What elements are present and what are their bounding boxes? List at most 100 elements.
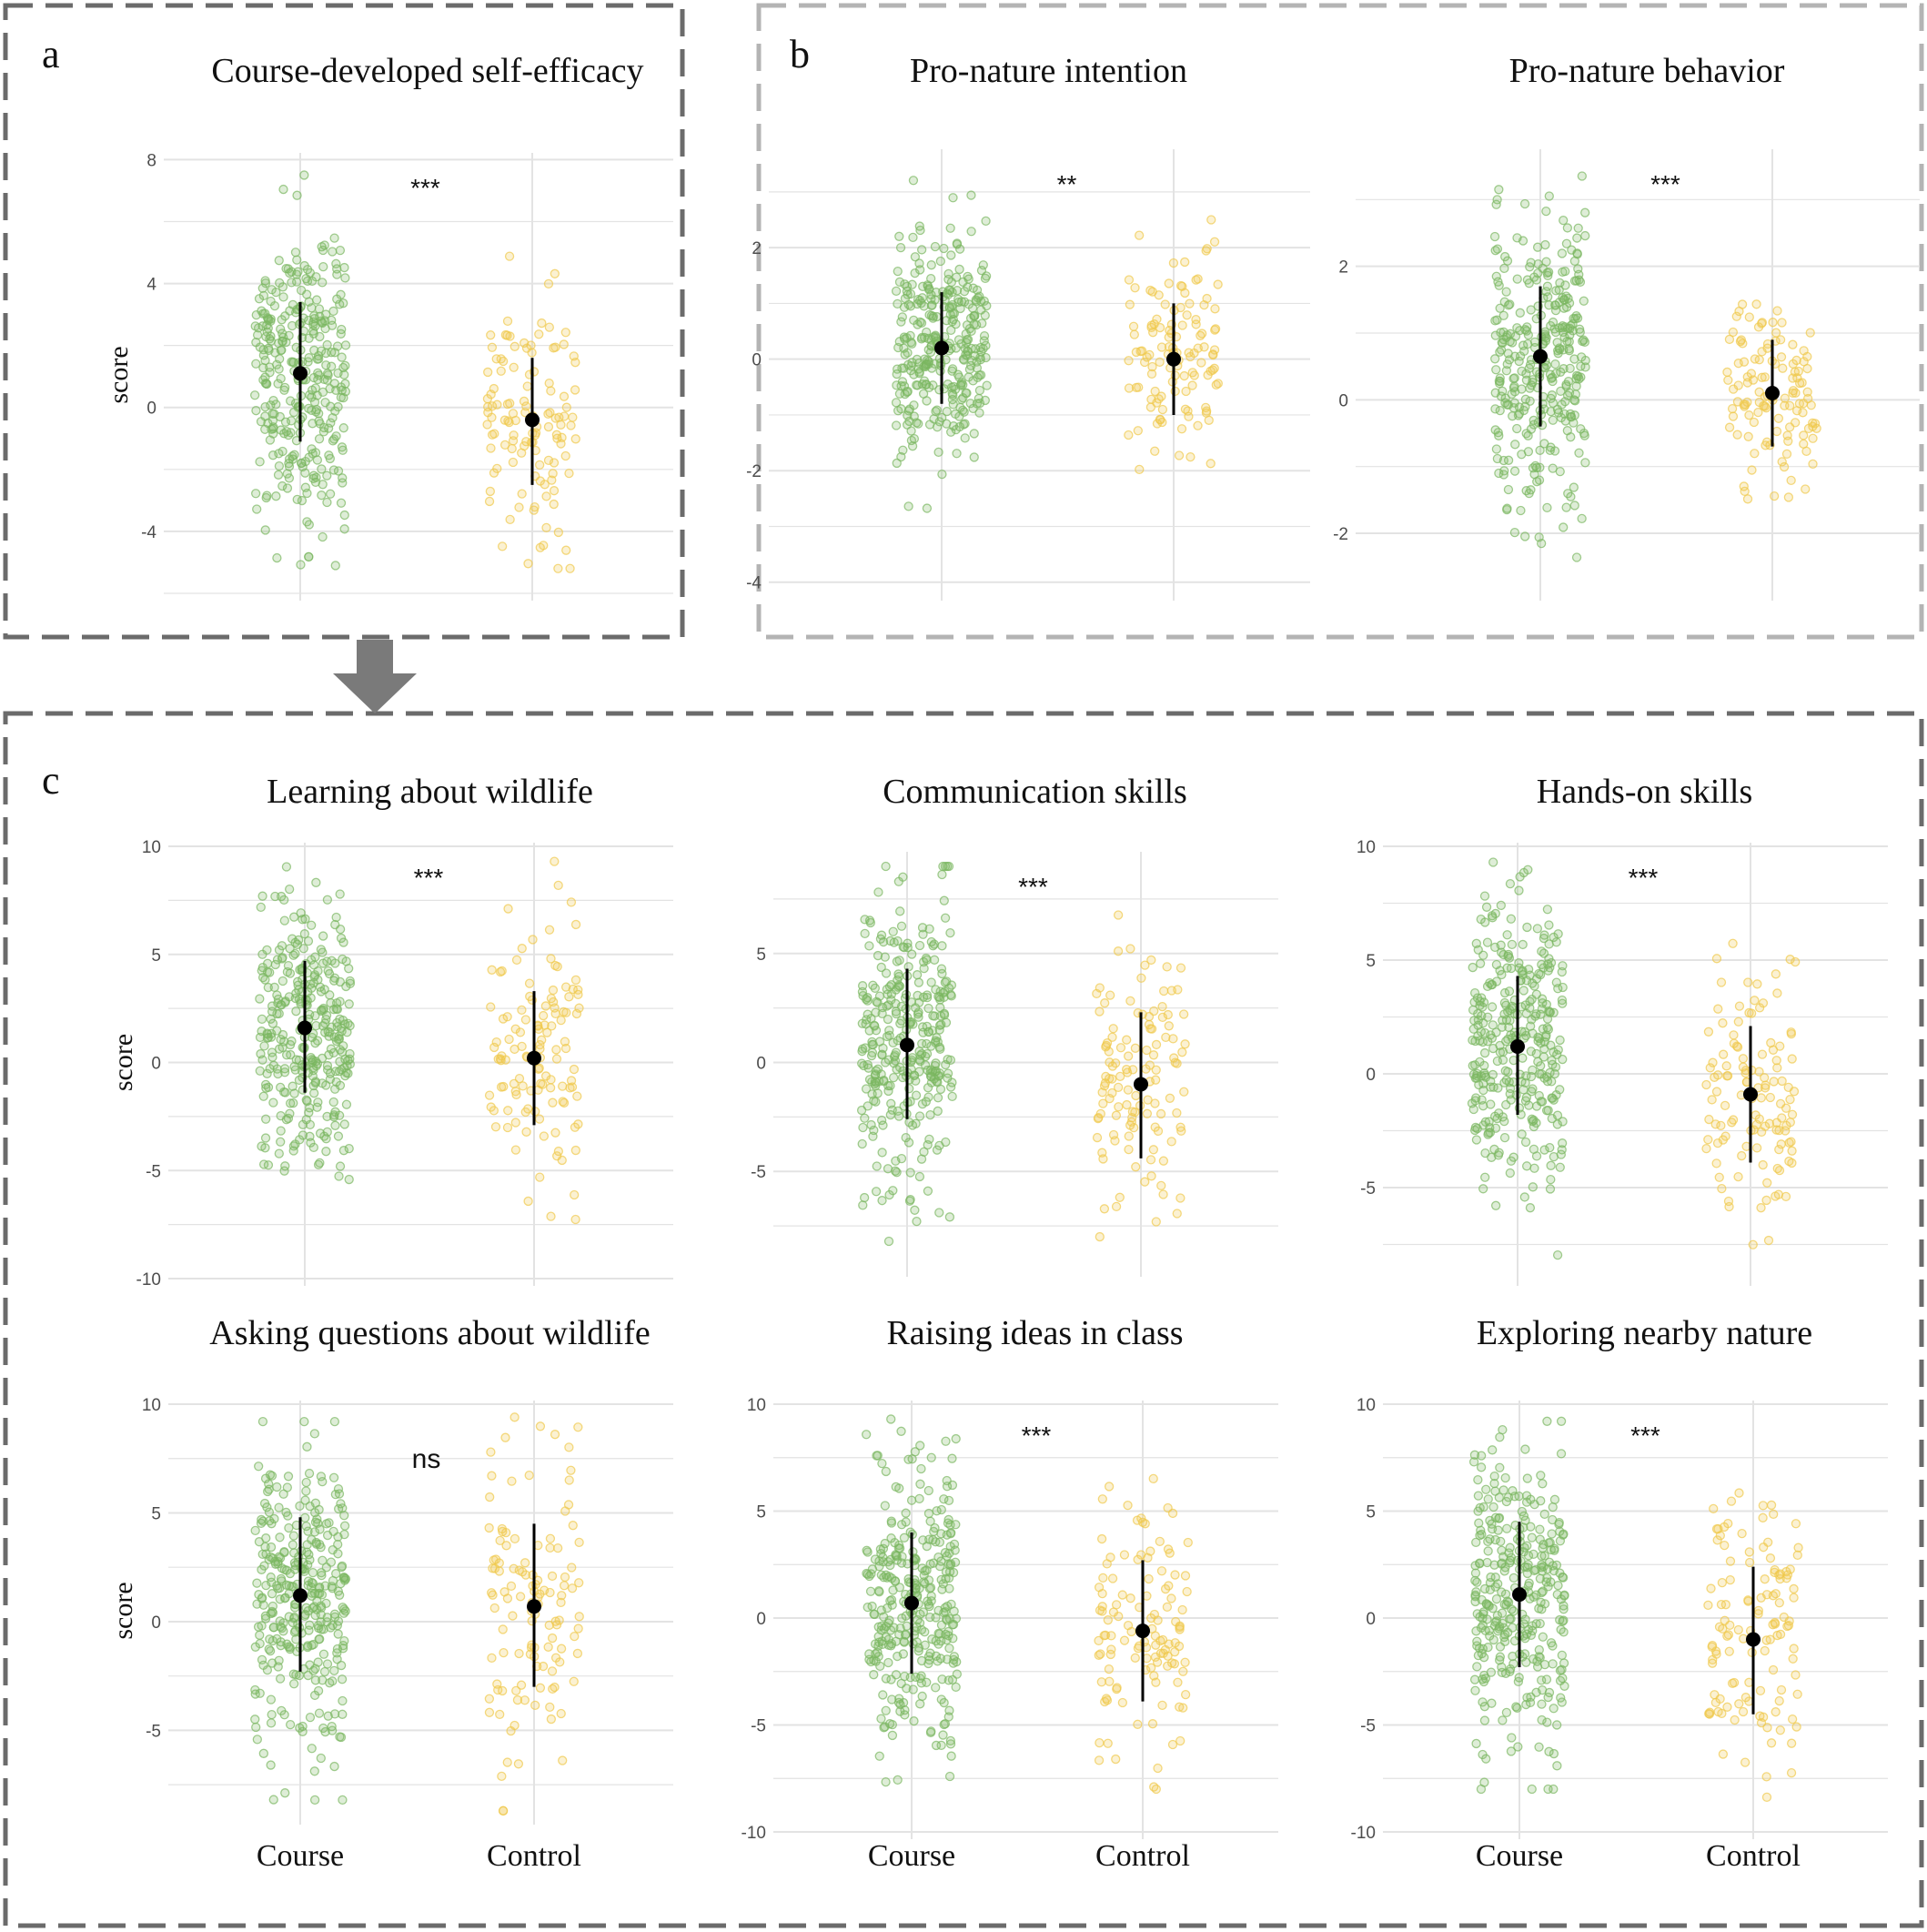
data-point: [323, 966, 333, 976]
data-point: [325, 990, 335, 1000]
data-point: [311, 1537, 321, 1548]
data-point: [293, 267, 303, 277]
data-point: [1098, 1098, 1108, 1108]
data-point: [1555, 1568, 1565, 1578]
data-point: [545, 1702, 555, 1713]
data-point: [1555, 1162, 1565, 1172]
data-point: [1791, 1670, 1801, 1680]
y-tick-label: 0: [151, 1055, 161, 1074]
chart-title: Learning about wildlife: [267, 773, 593, 811]
x-category-label: Course: [257, 1839, 344, 1873]
data-point: [1151, 1065, 1161, 1075]
data-point: [1765, 1092, 1775, 1103]
data-point: [1499, 263, 1509, 274]
data-point: [881, 1776, 891, 1787]
data-point: [317, 1568, 327, 1578]
data-point: [263, 1032, 274, 1043]
data-point: [937, 941, 947, 951]
data-point: [250, 1642, 260, 1652]
data-point: [267, 285, 277, 295]
data-point: [255, 342, 265, 352]
data-point: [893, 1775, 903, 1785]
significance-label: ***: [1630, 1421, 1660, 1450]
data-point: [497, 1771, 507, 1781]
data-point: [291, 1670, 301, 1680]
data-point: [1164, 278, 1174, 288]
data-point: [1477, 1451, 1487, 1461]
data-point: [942, 1482, 953, 1492]
data-point: [1799, 346, 1809, 356]
data-point: [931, 1058, 941, 1068]
data-point: [1791, 418, 1801, 428]
data-point: [909, 1716, 919, 1726]
data-point: [1534, 968, 1544, 979]
data-point: [483, 367, 493, 378]
data-point: [929, 955, 940, 965]
data-point: [1490, 330, 1500, 340]
data-point: [914, 265, 925, 275]
data-point: [1488, 1020, 1498, 1030]
data-point: [267, 1052, 277, 1062]
data-point: [1155, 322, 1165, 333]
data-point: [1173, 1677, 1183, 1687]
data-point: [1157, 1012, 1168, 1023]
data-point: [946, 325, 956, 336]
data-point: [1509, 1635, 1520, 1646]
data-point: [284, 330, 294, 340]
data-point: [574, 1578, 584, 1588]
data-point: [560, 1037, 570, 1047]
data-point: [1514, 1673, 1524, 1683]
data-point: [1579, 296, 1589, 306]
data-point: [1495, 1462, 1505, 1472]
data-point: [1468, 1060, 1478, 1071]
data-point: [1569, 482, 1579, 492]
data-point: [877, 1050, 887, 1060]
data-point: [883, 1657, 893, 1668]
data-point: [1723, 375, 1733, 385]
data-point: [307, 1744, 317, 1754]
y-tick-label: -5: [1360, 1717, 1376, 1736]
data-point: [329, 1665, 339, 1675]
data-point: [1178, 1666, 1188, 1676]
data-point: [1203, 370, 1213, 380]
data-point: [310, 1011, 320, 1021]
data-point: [948, 1634, 958, 1644]
data-point: [556, 420, 566, 430]
data-point: [899, 1637, 910, 1647]
data-point: [517, 489, 527, 499]
data-point: [1548, 1502, 1558, 1512]
data-point: [314, 1504, 324, 1515]
chart-title: Pro-nature behavior: [1509, 52, 1785, 90]
data-point: [1103, 1738, 1113, 1748]
data-point: [947, 1453, 957, 1463]
data-point: [1556, 1416, 1567, 1426]
chart-title: Raising ideas in class: [886, 1314, 1183, 1352]
data-point: [277, 1705, 287, 1715]
data-point: [953, 369, 964, 379]
data-point: [1481, 1754, 1491, 1764]
data-point: [1701, 1143, 1711, 1154]
data-point: [305, 1103, 315, 1113]
data-point: [980, 273, 991, 284]
data-point: [1111, 1110, 1122, 1120]
data-point: [1761, 1792, 1772, 1803]
data-point: [1566, 432, 1576, 442]
data-point: [1498, 1618, 1508, 1629]
data-point: [1777, 318, 1787, 328]
data-point: [307, 920, 317, 930]
data-point: [1720, 1600, 1731, 1610]
data-point: [1757, 347, 1767, 357]
data-point: [925, 1071, 936, 1081]
data-point: [570, 1214, 580, 1225]
data-point: [1528, 1182, 1538, 1192]
data-point: [966, 227, 976, 237]
data-point: [257, 1654, 267, 1665]
data-point: [565, 1083, 575, 1093]
data-point: [934, 1537, 945, 1547]
data-point: [906, 1495, 917, 1505]
data-point: [552, 1151, 562, 1161]
data-point: [1497, 947, 1507, 957]
data-point: [327, 320, 338, 330]
data-point: [510, 1024, 520, 1034]
data-point: [1206, 459, 1216, 469]
